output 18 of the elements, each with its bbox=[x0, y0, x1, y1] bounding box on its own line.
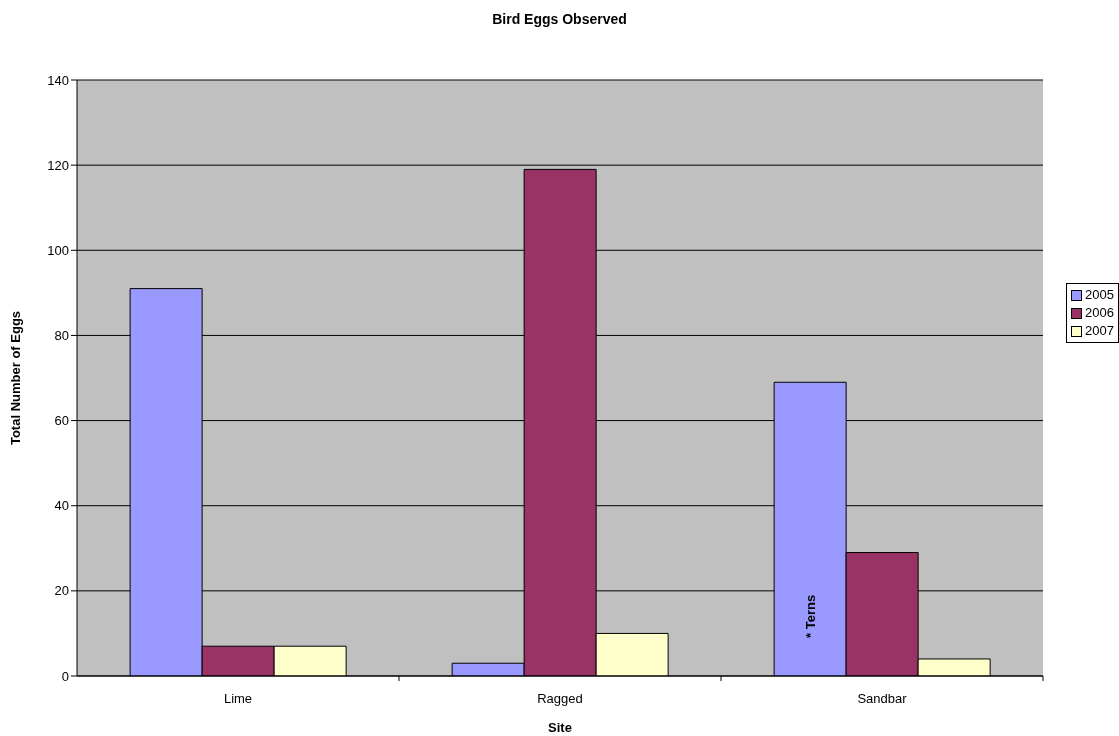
x-axis-title: Site bbox=[548, 720, 572, 735]
legend-label: 2007 bbox=[1085, 322, 1114, 340]
x-tick-label: Ragged bbox=[537, 691, 583, 707]
annotation: * Terns bbox=[803, 594, 819, 638]
chart-title: Bird Eggs Observed bbox=[492, 11, 627, 27]
x-tick-label: Sandbar bbox=[857, 691, 908, 707]
y-tick-label: 80 bbox=[54, 328, 69, 344]
x-tick-label: Lime bbox=[223, 691, 253, 707]
y-tick-label: 100 bbox=[47, 242, 69, 258]
y-tick-label: 60 bbox=[54, 413, 69, 429]
y-tick-label: 40 bbox=[54, 498, 69, 514]
y-tick-label: 120 bbox=[47, 157, 69, 173]
y-axis-title: Total Number of Eggs bbox=[8, 310, 23, 446]
y-tick-label: 0 bbox=[61, 668, 69, 684]
y-tick-label: 140 bbox=[47, 72, 69, 88]
legend-label: 2005 bbox=[1085, 286, 1114, 304]
y-tick-label: 20 bbox=[54, 583, 69, 599]
legend-label: 2006 bbox=[1085, 304, 1114, 322]
